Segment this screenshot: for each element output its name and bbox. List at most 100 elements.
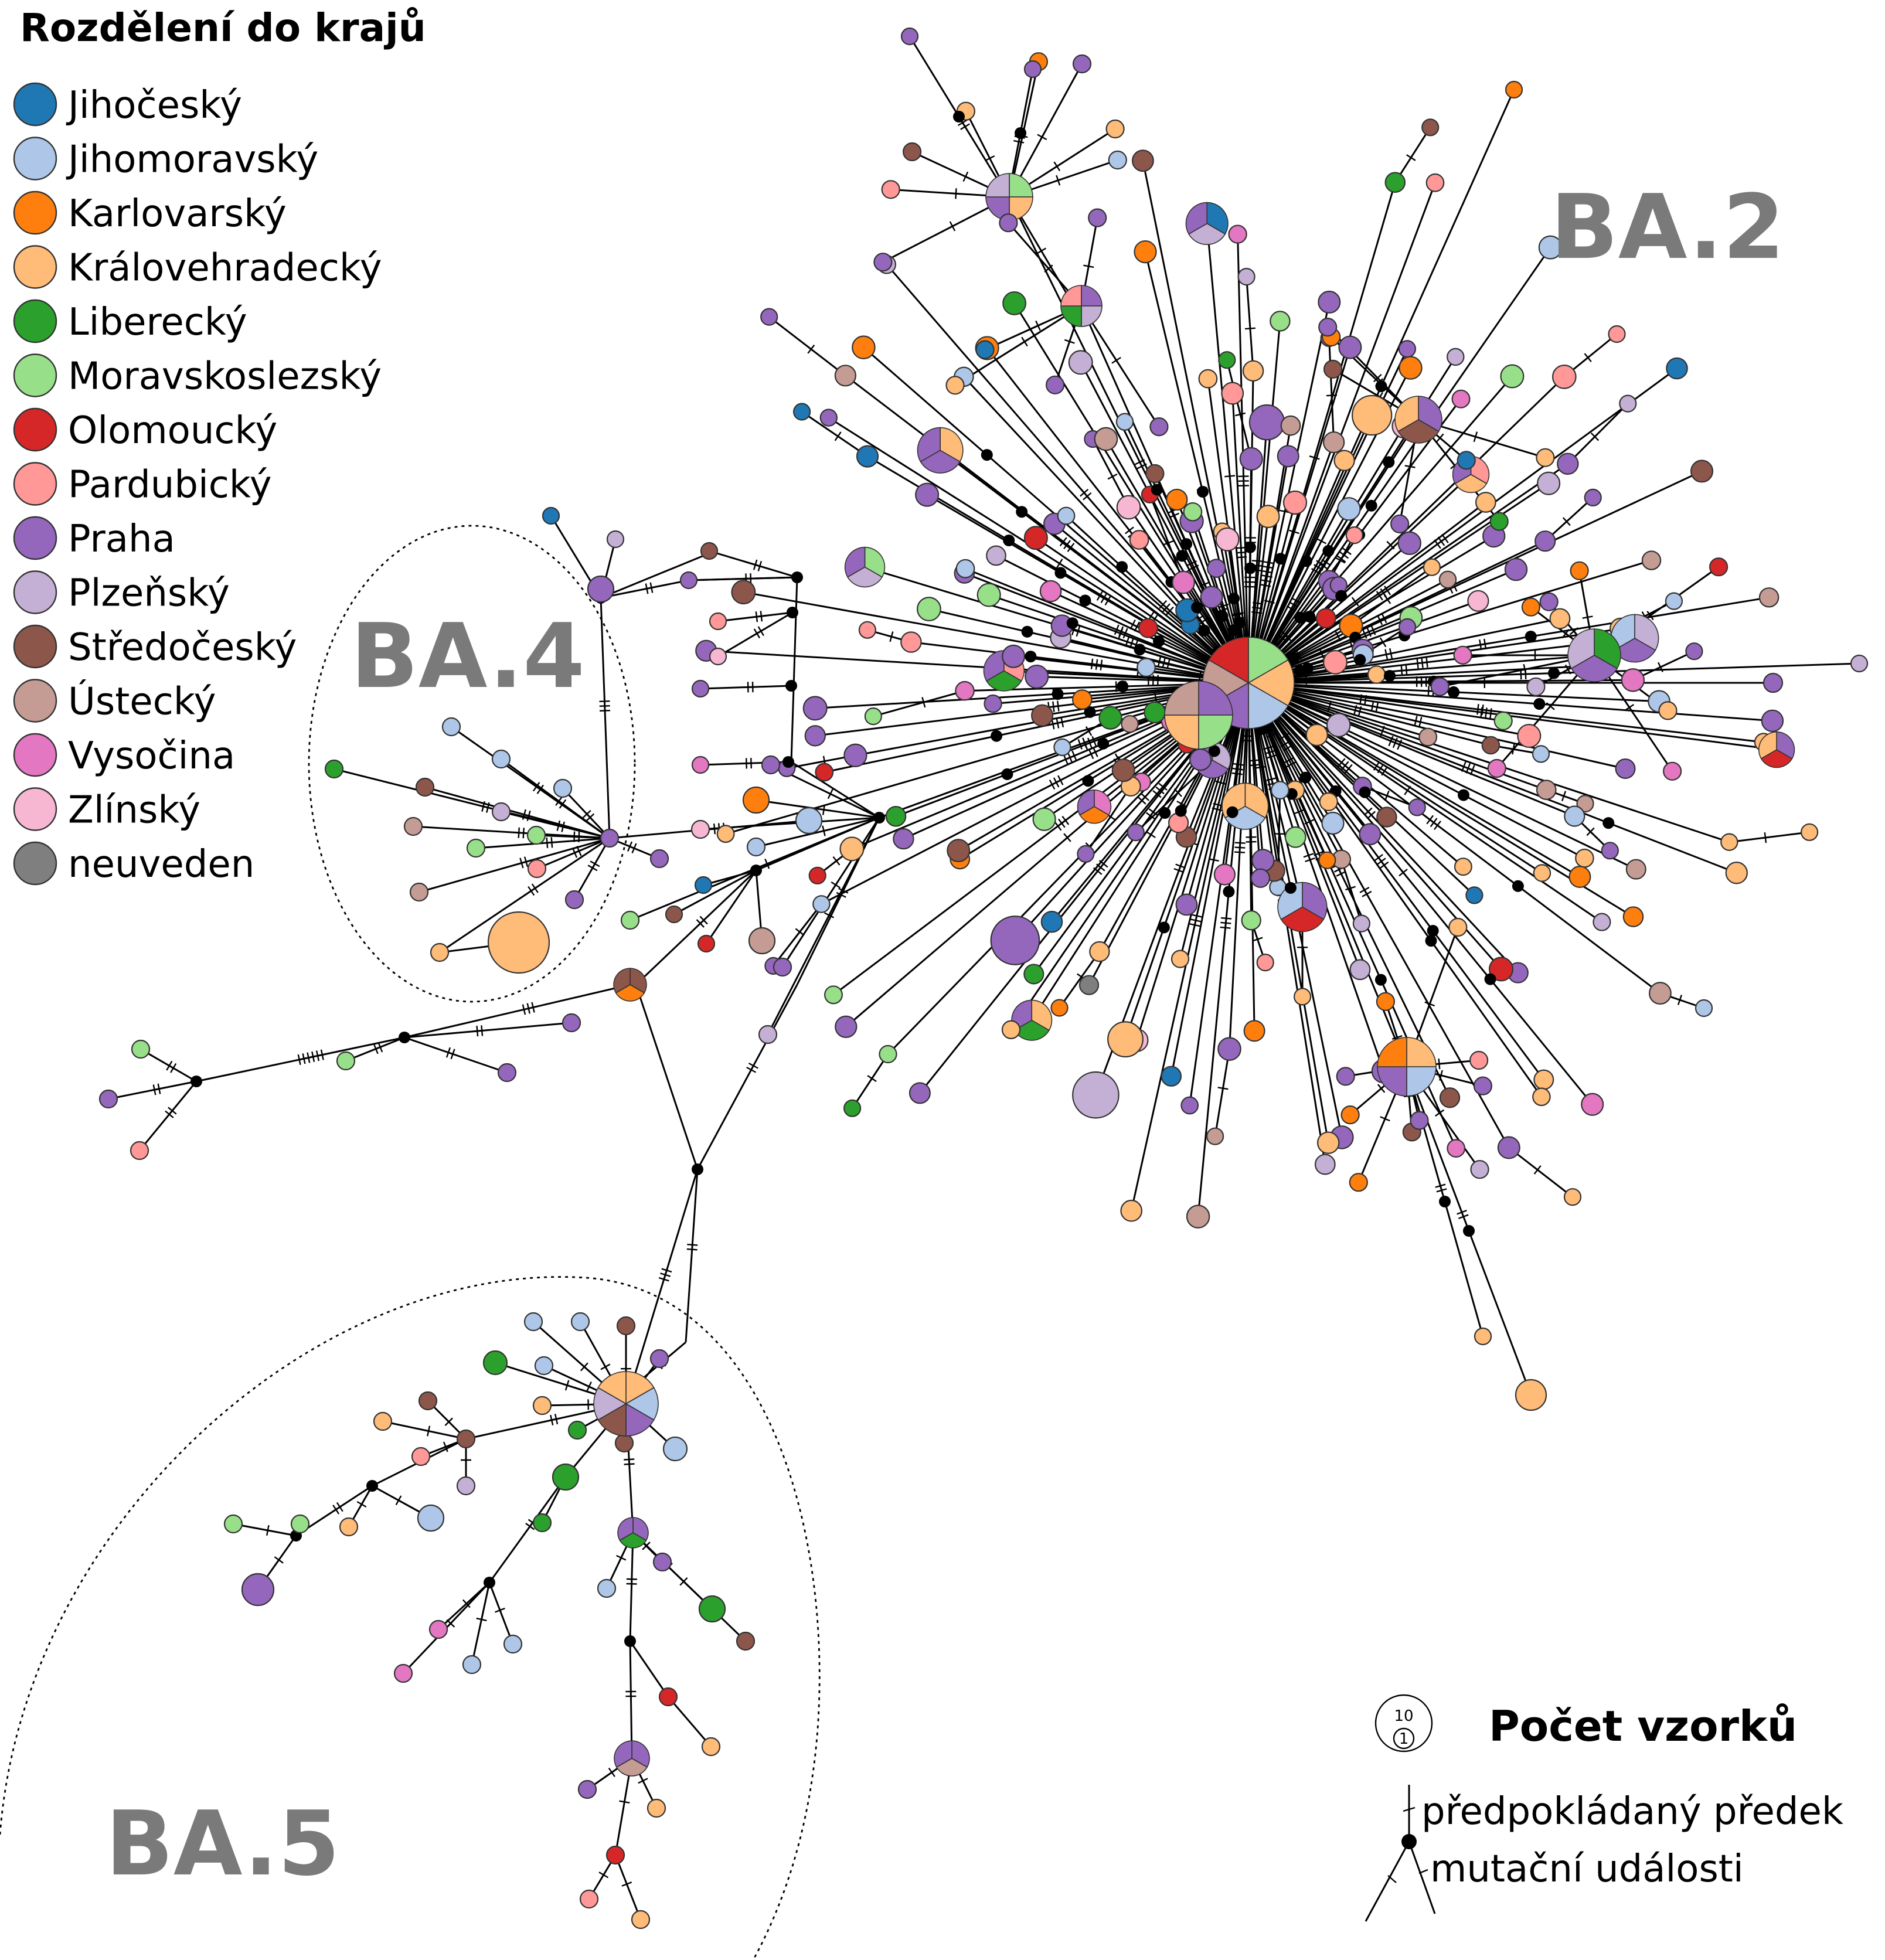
network-edge	[1248, 368, 1678, 684]
haplotype-node	[324, 759, 344, 779]
mutation-tick	[302, 1053, 306, 1064]
haplotype-node	[758, 1025, 778, 1044]
haplotype-node	[694, 876, 713, 894]
pie-slice	[986, 670, 1022, 692]
mutation-tick	[686, 1248, 697, 1251]
mutation-tick	[170, 1063, 177, 1073]
mutation-tick	[1489, 708, 1492, 719]
ancestor-node	[1226, 806, 1238, 818]
mutation-tick	[1148, 808, 1158, 816]
haplotype-node	[532, 1513, 552, 1533]
ancestor-node	[1153, 635, 1165, 648]
mutation-tick	[1107, 473, 1118, 480]
haplotype-node	[879, 1044, 897, 1064]
network-edge	[851, 1053, 889, 1109]
legend-label: Moravskoslezský	[68, 355, 382, 399]
ancestor-node	[1066, 617, 1078, 629]
mutation-tick	[713, 824, 716, 835]
legend-swatch	[13, 407, 57, 452]
ba2-satellite-node	[1377, 1037, 1437, 1097]
ancestor-node	[1525, 631, 1537, 642]
haplotype-node	[873, 253, 893, 272]
ancestor-node-key	[1401, 1834, 1417, 1849]
network-edge	[632, 1532, 747, 1642]
mutation-tick	[1013, 139, 1025, 144]
haplotype-node	[1421, 118, 1440, 137]
network-edge	[1247, 682, 1545, 1080]
haplotype-node	[1487, 758, 1506, 778]
mutation-tick	[1037, 134, 1047, 141]
haplotype-node	[1539, 592, 1559, 611]
ancestor-node	[1284, 882, 1297, 894]
haplotype-node	[1107, 1021, 1144, 1058]
mutation-tick	[1590, 432, 1600, 441]
ba5-bottom-node	[614, 1740, 650, 1777]
ba4-side-node	[613, 968, 647, 1002]
mutation-label: mutační události	[1430, 1847, 1744, 1891]
haplotype-pie-node	[1277, 882, 1328, 933]
legend-swatch	[13, 462, 57, 506]
mutation-tick	[495, 1607, 505, 1613]
haplotype-node	[864, 707, 883, 726]
haplotype-node	[815, 763, 834, 782]
ancestor-node	[1448, 686, 1460, 698]
haplotype-node	[1186, 1204, 1210, 1229]
mutation-tick	[1135, 459, 1145, 465]
network-edge	[801, 411, 868, 457]
haplotype-node	[1505, 80, 1523, 99]
ancestor-node	[1079, 594, 1091, 607]
mutation-tick	[1404, 785, 1411, 795]
pie-slice	[1397, 419, 1440, 444]
haplotype-node	[1023, 526, 1048, 550]
mutation-tick	[822, 804, 825, 815]
haplotype-node	[1105, 119, 1125, 139]
legend-label: Plzeňský	[68, 572, 230, 615]
mutation-tick	[1190, 918, 1202, 923]
haplotype-node	[1242, 360, 1264, 382]
mutation-tick	[1405, 665, 1408, 676]
haplotype-node	[843, 743, 867, 767]
mutation-tick	[525, 1523, 535, 1530]
haplotype-node	[1615, 758, 1636, 779]
network-edge	[1248, 682, 1464, 867]
haplotype-node	[1575, 848, 1594, 868]
mutation-tick	[1244, 327, 1255, 330]
ancestor-node	[1427, 925, 1439, 937]
haplotype-node	[1367, 665, 1386, 684]
mutation-tick	[1051, 719, 1055, 730]
mutation-tick	[661, 1268, 672, 1273]
mutation-tick	[598, 1871, 609, 1879]
ancestor-node	[1054, 567, 1067, 579]
haplotype-node	[1349, 1173, 1368, 1192]
mutation-tick	[395, 1495, 402, 1506]
haplotype-node	[1648, 982, 1672, 1005]
network-edge	[1248, 682, 1585, 859]
haplotype-node	[534, 1356, 554, 1376]
mutation-tick	[571, 848, 578, 858]
haplotype-node	[415, 777, 435, 797]
ancestor-node	[624, 1635, 636, 1647]
ancestor-node	[1198, 624, 1210, 637]
pie-slice	[597, 1403, 627, 1437]
network-edge	[1214, 1049, 1230, 1136]
haplotype-node	[1149, 417, 1169, 437]
mutation-tick	[1145, 812, 1155, 820]
mutation-tick	[1384, 586, 1391, 596]
mutation-tick	[1561, 629, 1570, 638]
network-edge	[705, 870, 757, 944]
ancestor-node	[1151, 484, 1163, 496]
mutation-tick	[522, 828, 525, 839]
network-edge	[1248, 682, 1602, 923]
haplotype-node	[1473, 1076, 1492, 1095]
mutation-tick	[1059, 537, 1067, 547]
haplotype-node	[1032, 807, 1056, 831]
haplotype-node	[1200, 586, 1223, 609]
haplotype-node	[835, 1015, 858, 1038]
network-edge	[1294, 790, 1328, 861]
legend-label: Středočeský	[68, 626, 297, 669]
haplotype-node	[1172, 570, 1195, 594]
mutation-tick	[1053, 777, 1060, 788]
mutation-tick	[1053, 161, 1061, 172]
mutation-tick	[1163, 540, 1174, 546]
mutation-tick	[1080, 488, 1089, 497]
